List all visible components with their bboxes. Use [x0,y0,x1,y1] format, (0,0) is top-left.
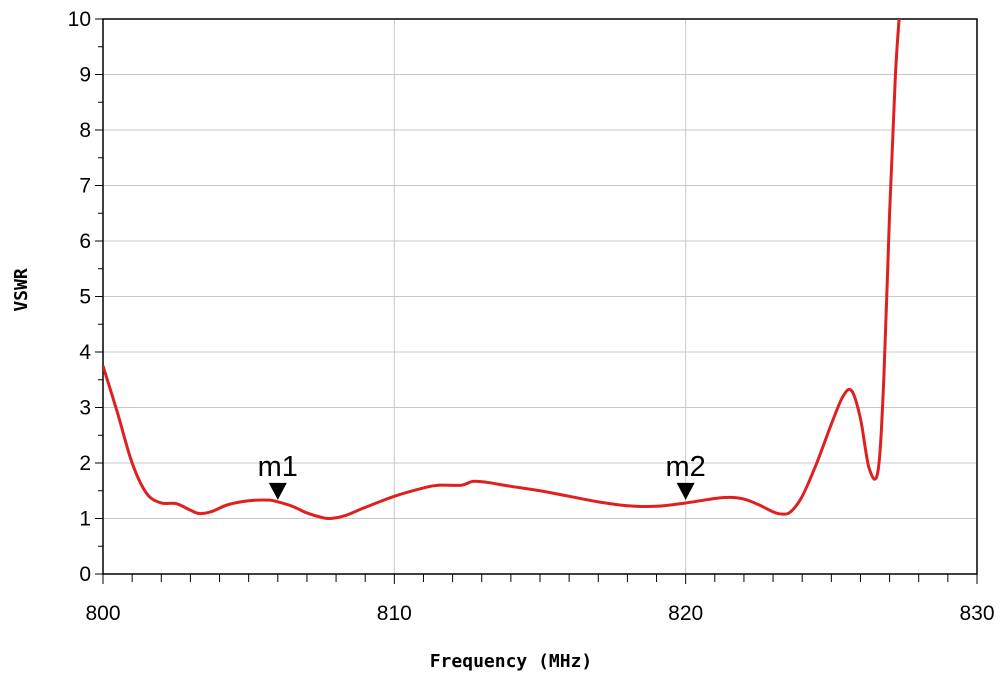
vswr-series-line [103,19,901,521]
x-tick-label: 800 [85,602,120,625]
x-tick-label: 810 [377,602,412,625]
marker-layer: m1 m2 [258,451,706,500]
x-tick-label: 820 [668,602,703,625]
x-tick-label: 830 [959,602,994,625]
x-axis-title: Frequency (MHz) [430,651,593,672]
marker-label-m2: m2 [666,451,706,483]
y-tick-label: 0 [79,563,91,586]
y-tick-label: 9 [79,64,91,87]
y-tick-label: 8 [79,119,91,142]
plot-frame [102,18,978,575]
y-tick-label: 5 [79,286,91,309]
y-tick-label: 3 [79,397,91,420]
y-tick-label: 1 [79,508,91,531]
minor-ticks [95,18,978,584]
marker-triangle-m1 [268,482,287,500]
y-tick-label: 2 [79,452,91,475]
y-tick-labels: 0 1 2 3 4 5 6 7 8 9 10 [68,8,92,586]
y-tick-label: 10 [68,8,91,31]
x-tick-labels: 800 810 820 830 [85,602,994,625]
series-layer [103,19,901,521]
marker-label-m1: m1 [258,451,298,483]
y-tick-label: 7 [79,175,91,198]
y-tick-label: 4 [79,341,91,364]
marker-triangle-m2 [676,482,695,500]
y-tick-label: 6 [79,230,91,253]
y-axis-title: VSWR [11,268,32,312]
